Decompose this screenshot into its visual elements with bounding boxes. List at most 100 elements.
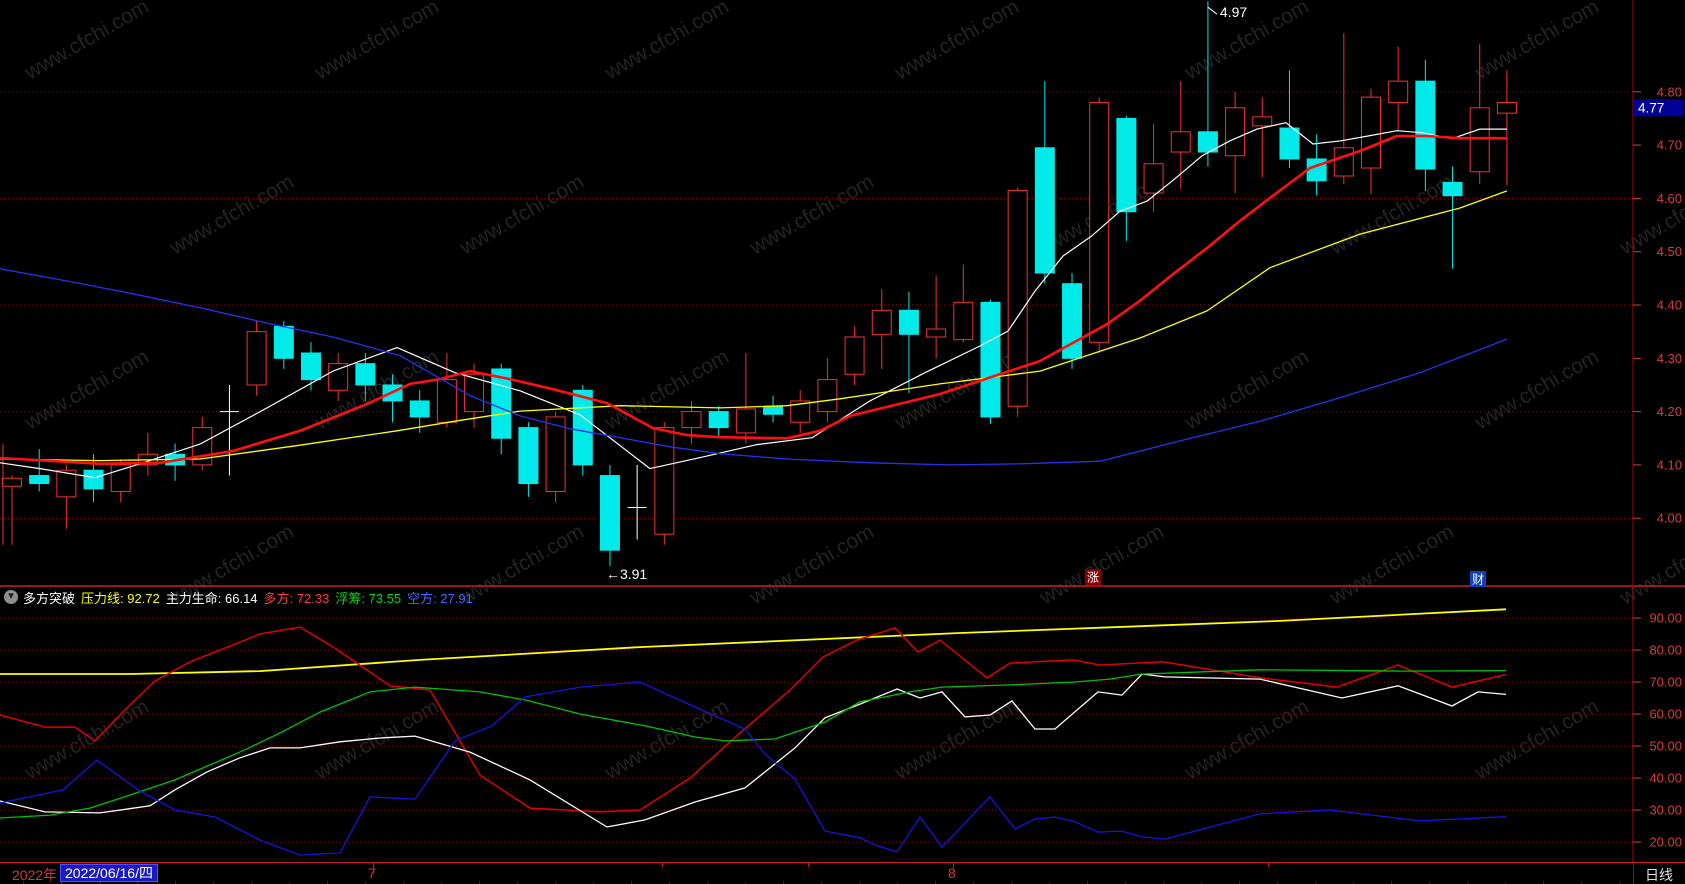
indicator-field-0: 压力线: 92.72 <box>81 590 160 606</box>
price-axis-label: 4.10 <box>1657 457 1682 472</box>
watermark: www.cfchi.com <box>600 0 733 85</box>
candlestick[interactable] <box>953 301 974 341</box>
bottom-tick <box>479 882 480 884</box>
bottom-tick <box>365 882 366 884</box>
candlestick[interactable] <box>844 336 865 375</box>
bottom-tick <box>1543 882 1544 884</box>
candlestick[interactable] <box>29 475 50 485</box>
candlestick[interactable] <box>273 325 294 359</box>
candlestick[interactable] <box>681 411 702 429</box>
price-axis-label: 4.70 <box>1657 138 1682 153</box>
bottom-tick <box>403 882 404 884</box>
kongfang-blue-line <box>0 681 1507 856</box>
bottom-tick <box>1049 882 1050 884</box>
candlestick[interactable] <box>926 328 947 338</box>
date-box[interactable]: 2022/06/16/四 <box>60 864 158 882</box>
watermark: www.cfchi.com <box>1325 520 1458 610</box>
bottom-tick <box>213 882 214 884</box>
watermark: www.cfchi.com <box>310 0 443 85</box>
candlestick[interactable] <box>246 331 267 386</box>
bottom-tick <box>61 882 62 884</box>
watermark: www.cfchi.com <box>455 170 588 260</box>
candlestick[interactable] <box>1225 107 1246 157</box>
candlestick[interactable] <box>1170 131 1191 153</box>
candlestick[interactable] <box>1007 189 1028 407</box>
watermark: www.cfchi.com <box>20 345 153 435</box>
indicator-name: 多方突破 <box>23 590 76 606</box>
candlestick[interactable] <box>1279 127 1300 160</box>
candlestick[interactable] <box>83 469 104 490</box>
candlestick[interactable] <box>980 301 1001 418</box>
indicator-values: 压力线: 92.72 主力生命: 66.14 多方: 72.33 浮筹: 73.55 空… <box>81 588 479 607</box>
candlestick[interactable] <box>56 469 77 498</box>
candlestick[interactable] <box>1469 107 1490 173</box>
candlestick[interactable] <box>1415 80 1436 170</box>
bottom-tick <box>441 882 442 884</box>
chart-canvas: www.cfchi.com www.cfchi.com www.cfchi.com w… <box>0 0 1685 862</box>
bottom-tick <box>327 882 328 884</box>
event-badge[interactable]: 财 <box>1472 573 1484 587</box>
candlestick[interactable] <box>790 400 811 423</box>
candlestick[interactable] <box>763 405 784 415</box>
candlestick[interactable] <box>545 416 566 493</box>
event-badge-bg[interactable] <box>1470 571 1486 587</box>
candlestick[interactable] <box>572 389 593 466</box>
candlestick[interactable] <box>518 427 539 485</box>
candlestick[interactable] <box>817 379 838 413</box>
chevron-down-icon[interactable]: ▾ <box>4 590 18 604</box>
pressure-yellow-line <box>0 608 1507 675</box>
candlestick[interactable] <box>1496 101 1517 114</box>
candlestick[interactable] <box>871 309 892 335</box>
candlestick[interactable] <box>735 408 756 434</box>
indicator-field-3: 浮筹: 73.55 <box>335 590 402 606</box>
current-price-value: 4.77 <box>1638 100 1664 115</box>
month-tick <box>953 863 954 873</box>
bottom-tick <box>1239 882 1240 884</box>
candlestick[interactable] <box>1034 147 1055 274</box>
bottom-tick <box>1429 882 1430 884</box>
bottom-tick <box>1087 882 1088 884</box>
bottom-tick <box>1163 882 1164 884</box>
bottom-tick <box>707 882 708 884</box>
ma-blue <box>0 268 1508 466</box>
bottom-tick <box>973 882 974 884</box>
event-badge[interactable]: 涨 <box>1087 570 1099 585</box>
candlestick[interactable] <box>599 475 620 551</box>
price-axis-label: 4.60 <box>1657 191 1682 206</box>
candlestick[interactable] <box>1143 163 1164 194</box>
candlestick[interactable] <box>1333 147 1354 177</box>
indicator-axis-label: 50.00 <box>1649 739 1682 754</box>
period-label[interactable]: 日线 <box>1645 867 1673 883</box>
candlestick[interactable] <box>355 363 376 386</box>
event-badge-bg[interactable] <box>1085 569 1101 585</box>
watermark: www.cfchi.com <box>1470 345 1603 435</box>
bottom-tick <box>517 882 518 884</box>
month-label-7[interactable]: 7 <box>368 865 376 881</box>
minor-tick <box>662 863 663 867</box>
candlestick[interactable] <box>708 411 729 429</box>
candlestick[interactable] <box>110 464 131 493</box>
candlestick[interactable] <box>2 477 22 487</box>
candlestick[interactable] <box>898 309 919 335</box>
candlestick[interactable] <box>654 427 675 535</box>
candlestick[interactable] <box>1442 181 1463 197</box>
bottom-tick <box>593 882 594 884</box>
price-axis-label: 4.40 <box>1657 298 1682 313</box>
ma-yellow <box>0 190 1508 462</box>
indicator-field-1: 主力生命: 66.14 <box>165 590 258 606</box>
minor-tick <box>1268 863 1269 867</box>
candlestick[interactable] <box>409 400 430 418</box>
bottom-tick <box>897 882 898 884</box>
candlestick[interactable] <box>300 352 321 381</box>
candlestick[interactable] <box>1361 96 1381 169</box>
candlestick[interactable] <box>1089 101 1110 343</box>
candlestick[interactable] <box>1116 117 1137 213</box>
watermark: www.cfchi.com <box>20 695 153 785</box>
month-label-8[interactable]: 8 <box>948 865 956 881</box>
bottom-tick <box>1011 882 1012 884</box>
bottom-tick <box>1315 882 1316 884</box>
candlestick[interactable] <box>328 363 349 391</box>
fuchou-green-line <box>0 669 1507 819</box>
candlestick[interactable] <box>1252 116 1273 127</box>
candlestick[interactable] <box>1388 80 1409 103</box>
